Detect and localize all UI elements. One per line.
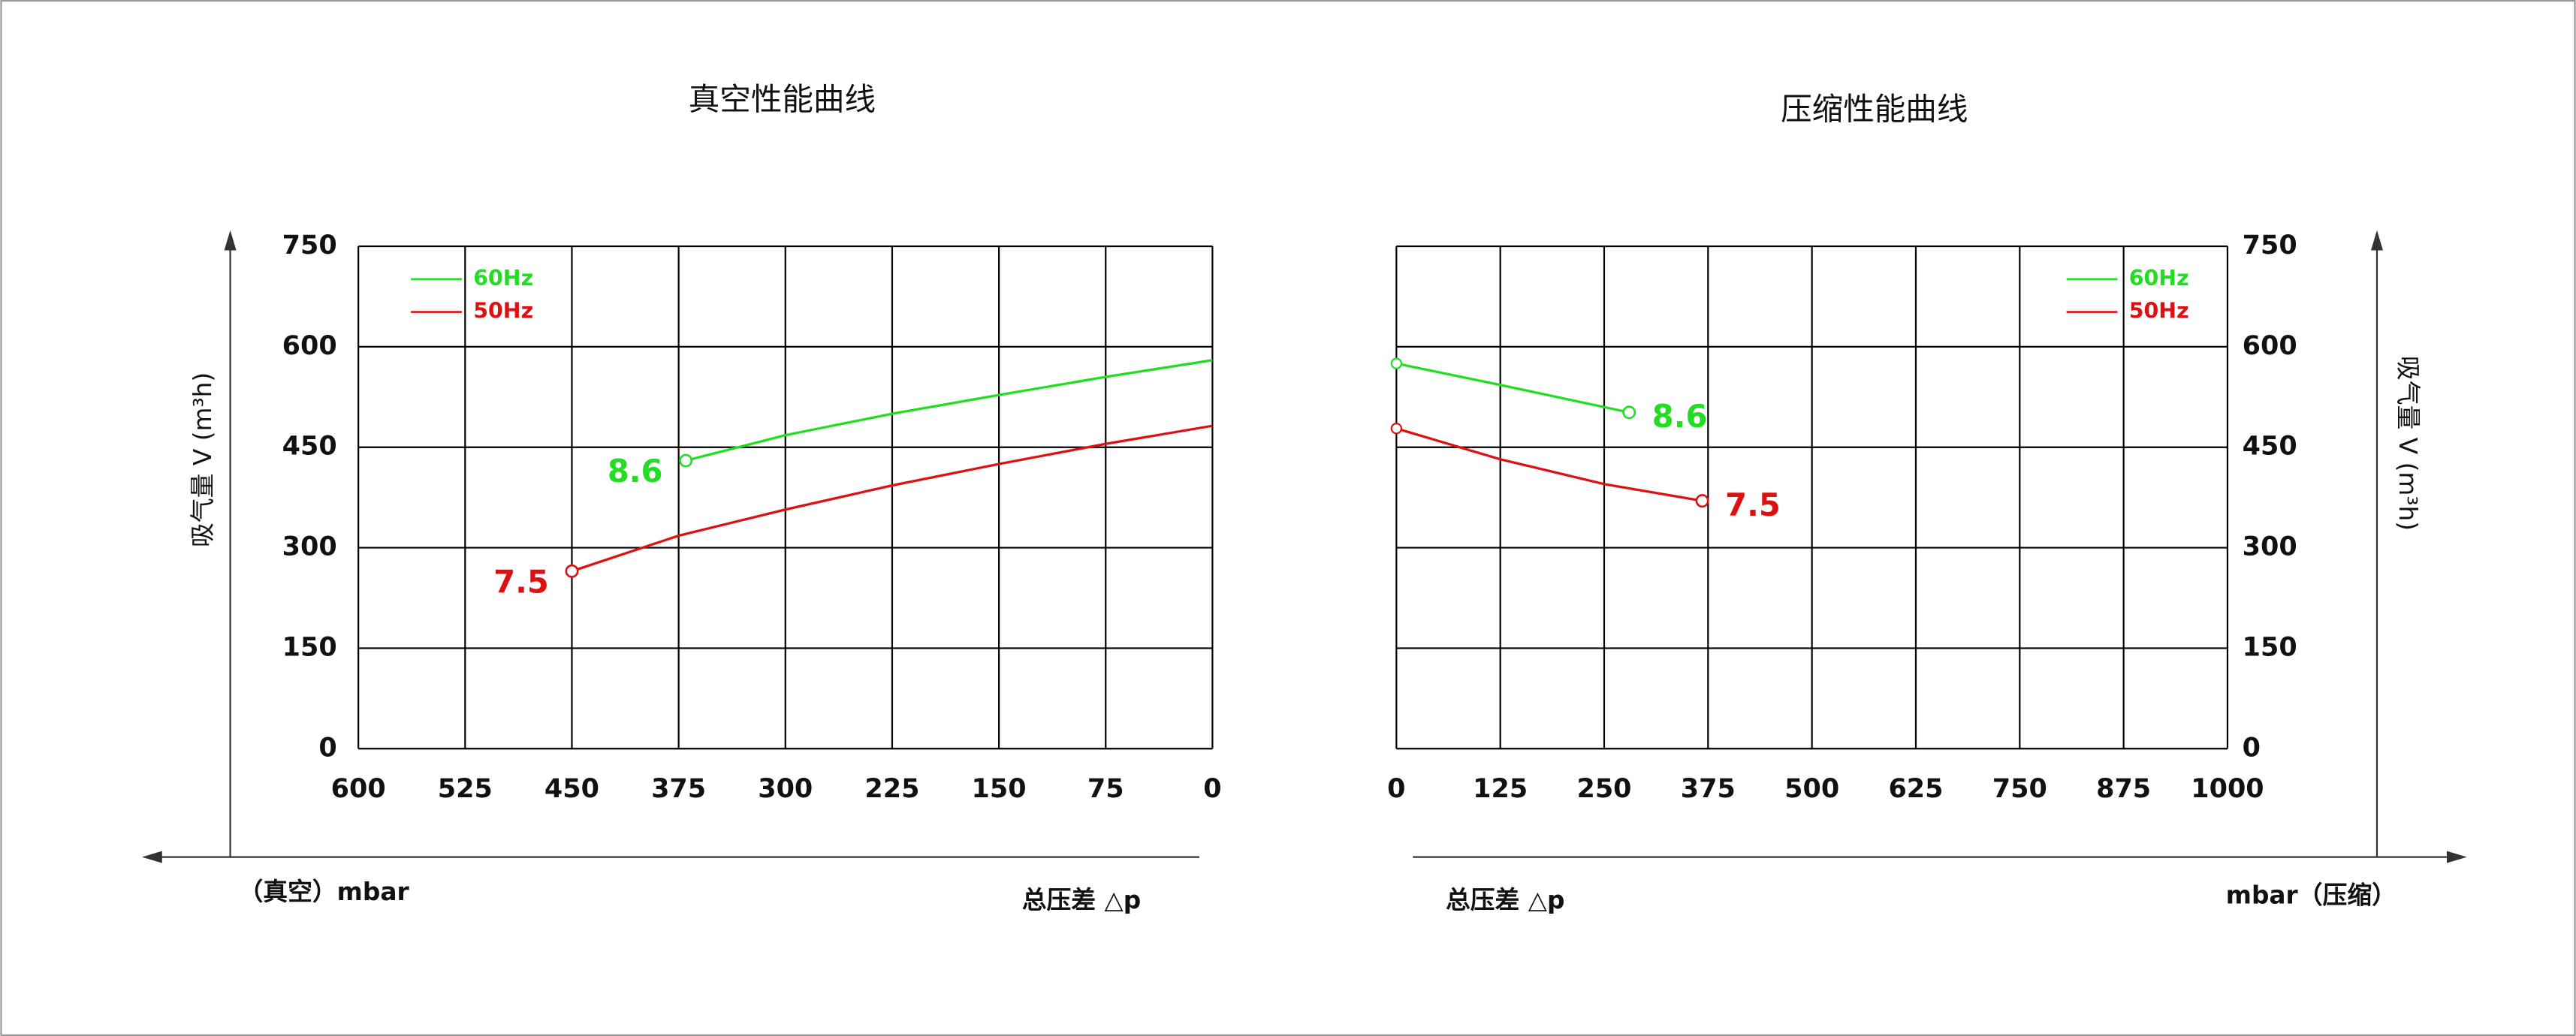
x-tick-label: 125 (1473, 774, 1528, 804)
y-tick-label: 600 (282, 331, 337, 361)
series-line (685, 359, 1213, 462)
series-line (571, 424, 1213, 573)
end-point (679, 453, 693, 468)
legend-label: 50Hz (2129, 299, 2189, 324)
x-axis-label: （真空）mbar (239, 878, 410, 906)
y-tick-label: 450 (282, 432, 337, 462)
x-tick-label: 300 (758, 774, 813, 804)
x-tick-label: 0 (1387, 774, 1405, 804)
arrow-head (2370, 230, 2384, 251)
y-tick-label: 750 (282, 230, 337, 261)
y-tick-label: 450 (2243, 432, 2297, 462)
point-label: 8.6 (608, 453, 663, 489)
y-tick-label: 150 (2243, 632, 2297, 662)
x-tick-label: 875 (2096, 774, 2151, 804)
chart-title: 压缩性能曲线 (1781, 91, 1968, 128)
chart-title: 真空性能曲线 (689, 81, 876, 118)
arrow-head (2446, 851, 2467, 863)
y-axis-label: 吸气量 V (m³h) (189, 372, 217, 547)
y-tick-label: 150 (282, 632, 337, 662)
x-tick-label: 450 (544, 774, 599, 804)
x-tick-label: 150 (972, 774, 1027, 804)
legend-label: 60Hz (2129, 266, 2189, 291)
x-tick-label: 500 (1784, 774, 1839, 804)
end-point (565, 564, 579, 578)
series-line (1396, 362, 1630, 414)
x-tick-label: 525 (438, 774, 493, 804)
start-point (1390, 423, 1402, 435)
y-tick-label: 0 (318, 733, 336, 763)
y-axis-label: 吸气量 V (m³h) (2394, 356, 2422, 531)
end-point (1695, 494, 1709, 508)
x-tick-label: 375 (1681, 774, 1736, 804)
y-tick-label: 600 (2243, 331, 2297, 361)
x-axis-label: 总压差 △p (1446, 886, 1565, 914)
x-tick-label: 600 (331, 774, 386, 804)
start-point (1390, 357, 1402, 369)
outer-axes (142, 230, 2467, 863)
y-tick-label: 750 (2243, 230, 2297, 261)
point-label: 7.5 (1725, 486, 1781, 523)
x-tick-label: 750 (1992, 774, 2047, 804)
x-tick-label: 375 (651, 774, 706, 804)
x-axis-label: mbar（压缩） (2226, 881, 2397, 910)
x-tick-label: 625 (1888, 774, 1943, 804)
arrow-head (224, 230, 237, 251)
series-line (1395, 427, 1703, 502)
x-tick-label: 225 (864, 774, 919, 804)
y-tick-label: 0 (2243, 733, 2261, 763)
point-label: 8.6 (1652, 398, 1708, 435)
legend-label: 60Hz (473, 266, 533, 291)
x-tick-label: 250 (1576, 774, 1631, 804)
arrow-head (142, 851, 162, 863)
legend-label: 50Hz (473, 299, 533, 324)
x-tick-label: 0 (1203, 774, 1221, 804)
x-tick-label: 75 (1087, 774, 1124, 804)
x-axis-label: 总压差 △p (1022, 886, 1142, 914)
x-tick-label: 1000 (2191, 774, 2264, 804)
y-tick-label: 300 (2243, 532, 2297, 562)
point-label: 7.5 (493, 563, 549, 600)
y-tick-label: 300 (282, 532, 337, 562)
end-point (1622, 405, 1636, 420)
